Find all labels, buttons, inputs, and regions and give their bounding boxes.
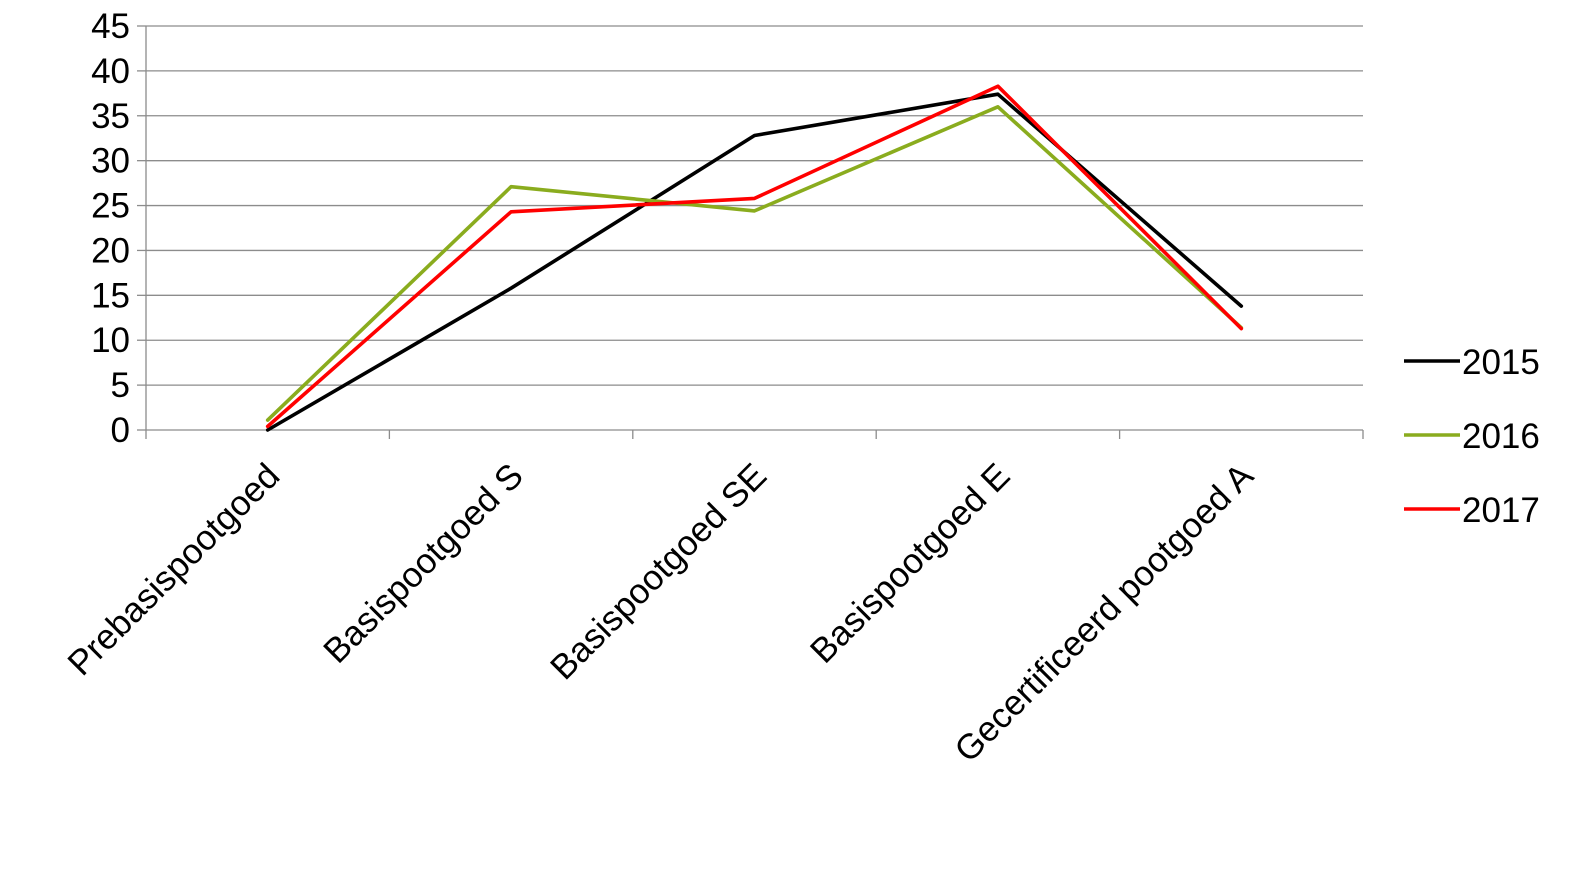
legend-label-2015: 2015 — [1462, 343, 1540, 382]
legend-label-2016: 2016 — [1462, 417, 1540, 456]
axes — [137, 26, 1363, 439]
legend-label-2017: 2017 — [1462, 491, 1540, 530]
y-tick-label: 15 — [91, 276, 130, 315]
y-tick-label: 30 — [91, 142, 130, 181]
y-tick-label: 0 — [111, 411, 130, 450]
y-tick-label: 5 — [111, 366, 130, 405]
gridlines — [146, 26, 1363, 385]
legend: 2015 2016 2017 — [1404, 343, 1540, 530]
y-tick-label: 20 — [91, 231, 130, 270]
y-tick-label: 45 — [91, 7, 130, 46]
series-line-2016 — [268, 107, 1242, 420]
x-tick-label: Basispootgoed SE — [543, 456, 774, 687]
series-lines — [268, 86, 1242, 430]
series-line-2015 — [268, 94, 1242, 430]
y-tick-label: 35 — [91, 97, 130, 136]
y-tick-labels: 0 5 10 15 20 25 30 35 40 45 — [91, 7, 130, 450]
x-tick-label: Prebasispootgoed — [60, 456, 287, 683]
y-tick-label: 10 — [91, 321, 130, 360]
x-tick-label: Basispootgoed E — [803, 456, 1018, 671]
y-tick-label: 40 — [91, 52, 130, 91]
y-tick-label: 25 — [91, 187, 130, 226]
x-tick-label: Basispootgoed S — [316, 456, 531, 671]
